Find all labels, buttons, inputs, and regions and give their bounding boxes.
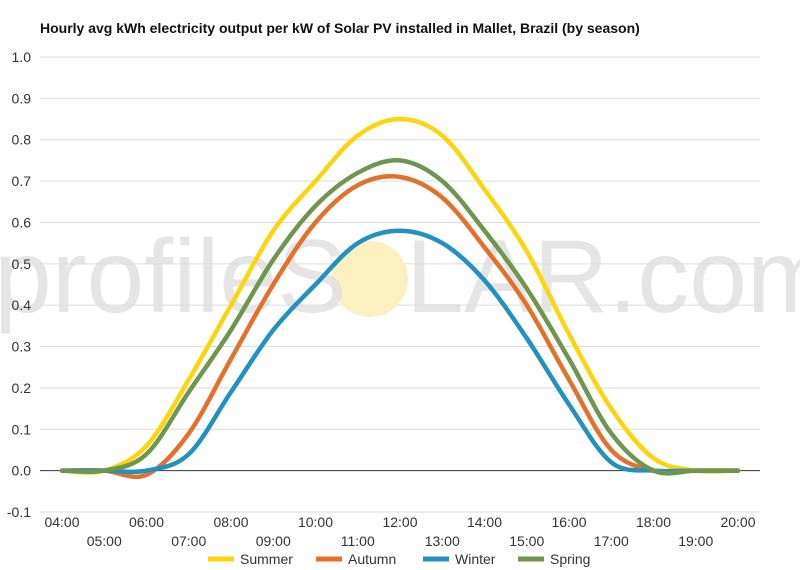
x-axis-tick-labels: 04:00 05:00 06:00 07:00 08:00 09:00 10:00 11:00… xyxy=(44,514,755,549)
y-tick-label: 0.5 xyxy=(12,256,32,272)
y-axis-tick-labels: 1.0 0.9 0.8 0.7 0.6 0.5 0.4 0.3 0.2 0.1 0.0 -0.1 xyxy=(7,49,31,520)
x-tick-label: 20:00 xyxy=(720,514,755,530)
x-tick-label: 19:00 xyxy=(678,533,713,549)
watermark-sun xyxy=(332,241,408,317)
y-tick-label: 0.8 xyxy=(12,132,32,148)
series-line-winter xyxy=(59,228,741,475)
legend: Summer Autumn Winter Spring xyxy=(208,551,590,567)
x-tick-label: 17:00 xyxy=(594,533,629,549)
y-tick-label: 0.2 xyxy=(12,380,32,396)
series-line-autumn xyxy=(59,174,741,480)
y-tick-label: 0.6 xyxy=(12,214,32,230)
x-tick-label: 06:00 xyxy=(129,514,164,530)
y-tick-label: 0.1 xyxy=(12,421,32,437)
chart-title: Hourly avg kWh electricity output per kW… xyxy=(40,20,640,36)
legend-label-winter: Winter xyxy=(455,551,496,567)
watermark-text-right: LAR.com xyxy=(406,219,800,335)
y-tick-label: 0.0 xyxy=(12,463,32,479)
watermark-text-left: profileS xyxy=(0,219,347,335)
legend-label-summer: Summer xyxy=(240,551,293,567)
legend-label-autumn: Autumn xyxy=(348,551,396,567)
x-tick-label: 04:00 xyxy=(44,514,79,530)
series-line-spring xyxy=(59,157,741,476)
x-tick-label: 18:00 xyxy=(636,514,671,530)
y-tick-label: 1.0 xyxy=(12,49,32,65)
series-lines xyxy=(59,116,741,480)
y-tick-label: 0.4 xyxy=(12,297,32,313)
y-tick-label: 0.9 xyxy=(12,90,32,106)
y-tick-label: 0.3 xyxy=(12,339,32,355)
series-line-summer xyxy=(59,116,741,475)
x-tick-label: 09:00 xyxy=(256,533,291,549)
y-tick-label: -0.1 xyxy=(7,504,31,520)
y-tick-label: 0.7 xyxy=(12,173,32,189)
x-tick-label: 11:00 xyxy=(341,533,375,549)
x-tick-label: 15:00 xyxy=(509,533,544,549)
legend-label-spring: Spring xyxy=(550,551,590,567)
x-tick-label: 05:00 xyxy=(87,533,122,549)
x-tick-label: 08:00 xyxy=(213,514,248,530)
x-tick-label: 14:00 xyxy=(467,514,502,530)
x-tick-label: 07:00 xyxy=(171,533,206,549)
x-tick-label: 16:00 xyxy=(551,514,586,530)
watermark: profileS LAR.com xyxy=(0,219,800,335)
x-tick-label: 13:00 xyxy=(425,533,460,549)
x-tick-label: 10:00 xyxy=(298,514,333,530)
x-tick-label: 12:00 xyxy=(382,514,417,530)
